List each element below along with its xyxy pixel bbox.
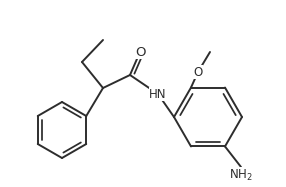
Text: NH$_2$: NH$_2$ — [229, 167, 253, 183]
Text: O: O — [193, 65, 202, 79]
Text: O: O — [135, 45, 145, 59]
Text: HN: HN — [149, 88, 167, 100]
